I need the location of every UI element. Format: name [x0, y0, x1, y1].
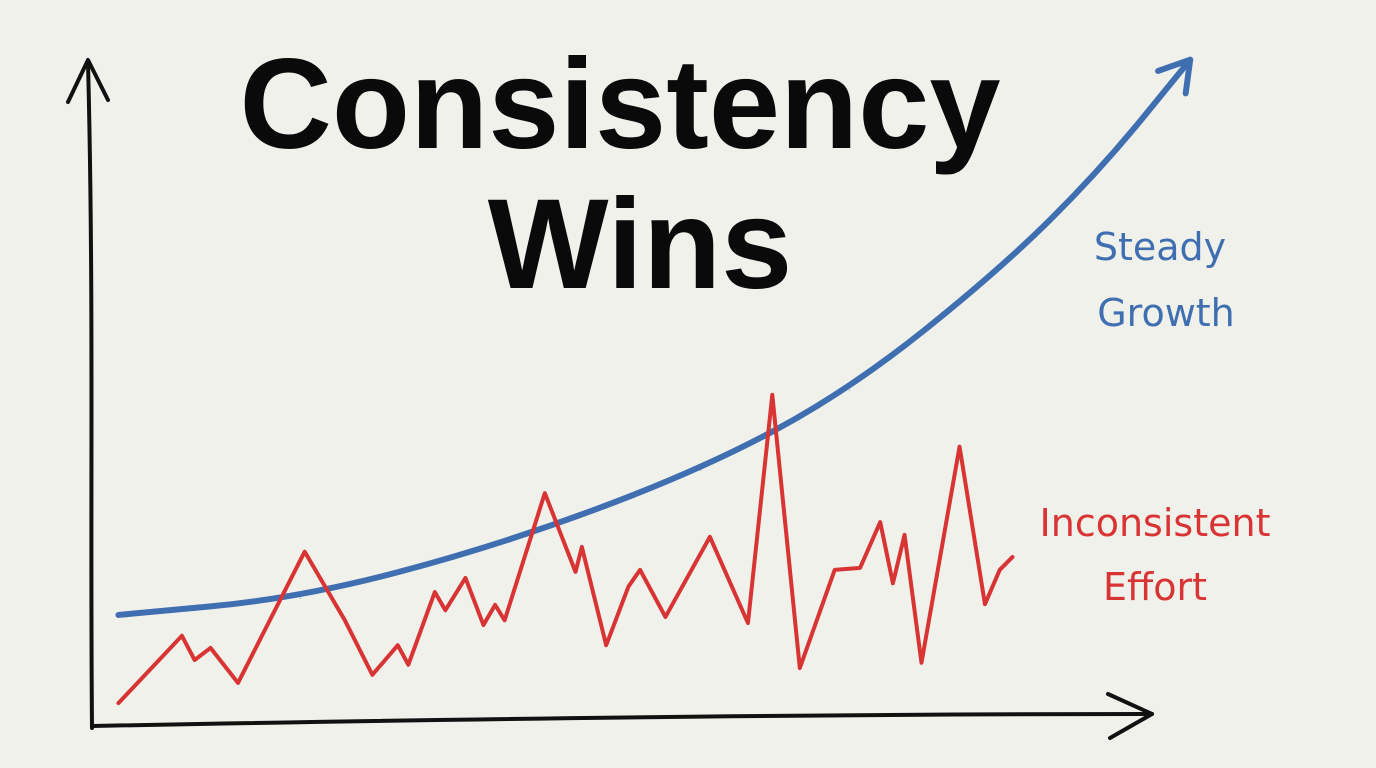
series-1-point-29: [879, 521, 881, 523]
series-1-point-0: [117, 702, 119, 704]
series-1-point-3: [209, 647, 211, 649]
series-1-point-22: [664, 616, 666, 618]
series-1-point-35: [999, 569, 1001, 571]
series-line-1: [116, 392, 1015, 706]
series-1-point-33: [959, 446, 961, 448]
title-line-2: Wins: [488, 173, 793, 316]
series-1-point-36: [1011, 556, 1013, 558]
series-1-point-26: [799, 667, 801, 669]
series-0-arrowhead-icon: [1155, 56, 1194, 97]
series-0-point-6: [1099, 169, 1101, 171]
series-1-point-27: [834, 569, 836, 571]
series-1-point-24: [747, 622, 749, 624]
series-line-0: [115, 56, 1194, 618]
steady-label-line-1: Steady: [1094, 225, 1226, 269]
series-1-point-8: [397, 644, 399, 646]
series-1-point-32: [920, 662, 922, 664]
series-1-point-25: [771, 394, 773, 396]
series-1-point-18: [581, 546, 583, 548]
title-line-1: Consistency: [239, 33, 1000, 176]
series-1-point-28: [859, 567, 861, 569]
inconsistent-label-line-2: Effort: [1103, 565, 1207, 609]
series-1-point-14: [494, 604, 496, 606]
series-1-point-4: [237, 682, 239, 684]
steady-label-line-2: Growth: [1097, 291, 1235, 335]
y-axis-arrow-icon: [66, 58, 110, 104]
series-0-point-1: [299, 597, 301, 599]
series-1-point-6: [344, 619, 346, 621]
series-0-point-4: [849, 389, 851, 391]
x-axis: [90, 712, 1154, 728]
series-1-point-19: [605, 644, 607, 646]
series-1-point-15: [504, 619, 506, 621]
series-1-point-34: [984, 603, 986, 605]
y-axis: [86, 60, 94, 730]
series-1-point-11: [444, 609, 446, 611]
x-axis-arrow-icon: [1106, 692, 1154, 740]
series-1-point-16: [544, 492, 546, 494]
series-1-point-17: [575, 571, 577, 573]
series-1-point-7: [371, 674, 373, 676]
series-0-point-3: [699, 469, 701, 471]
series-layer: [115, 56, 1194, 706]
series-0-point-5: [999, 269, 1001, 271]
inconsistent-label-line-1: Inconsistent: [1040, 501, 1271, 545]
series-1-point-5: [304, 551, 306, 553]
series-1-point-12: [464, 577, 466, 579]
series-0-point-2: [499, 544, 501, 546]
series-1-point-10: [434, 591, 436, 593]
series-1-point-21: [639, 569, 641, 571]
series-1-point-9: [407, 664, 409, 666]
series-1-point-2: [194, 659, 196, 661]
series-1-point-30: [892, 582, 894, 584]
series-1-point-1: [181, 635, 183, 637]
series-1-point-13: [482, 624, 484, 626]
series-1-point-20: [627, 586, 629, 588]
series-1-point-23: [709, 536, 711, 538]
series-1-point-31: [904, 534, 906, 536]
series-0-point-0: [117, 614, 119, 616]
